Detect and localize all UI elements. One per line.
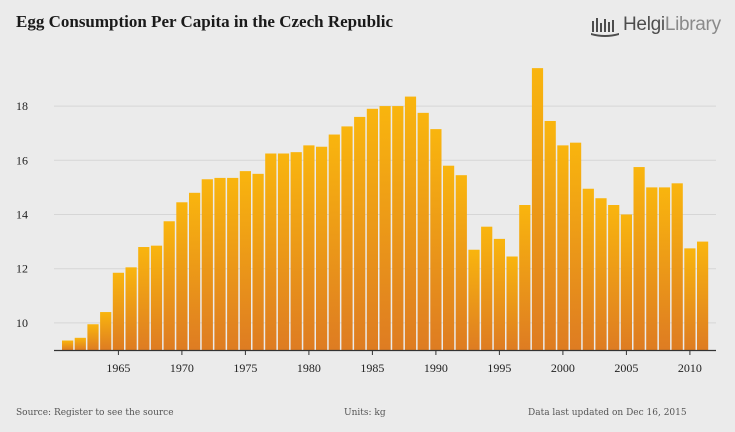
y-tick-label: 10 xyxy=(16,316,28,330)
y-tick-label: 14 xyxy=(16,207,28,221)
bar-1986 xyxy=(379,106,391,350)
bar-2000 xyxy=(557,145,569,350)
y-tick-label: 12 xyxy=(16,262,28,276)
y-tick-label: 18 xyxy=(16,99,28,113)
x-tick-label: 2000 xyxy=(551,361,575,375)
bar-1964 xyxy=(100,312,112,350)
bar-2006 xyxy=(633,167,645,350)
x-tick-label: 1980 xyxy=(297,361,321,375)
footer-source: Source: Register to see the source xyxy=(16,408,174,418)
bar-series xyxy=(62,68,709,351)
bar-2004 xyxy=(608,205,620,350)
x-tick-label: 2010 xyxy=(678,361,702,375)
footer-last-updated: Data last updated on Dec 16, 2015 xyxy=(528,408,687,418)
bar-1978 xyxy=(277,153,290,350)
x-axis-ticks: 1965 1970 1975 1980 1985 1990 1995 2000 2005 2010 xyxy=(106,350,702,375)
x-tick-label: 1985 xyxy=(360,361,384,375)
footer-units: Units: kg xyxy=(344,408,386,418)
bar-1985 xyxy=(366,108,378,350)
bar-1989 xyxy=(417,112,429,350)
bar-1991 xyxy=(443,165,455,350)
bar-2011 xyxy=(697,241,709,350)
x-tick-label: 1965 xyxy=(106,361,130,375)
bar-1972 xyxy=(201,179,213,350)
bar-1969 xyxy=(163,221,175,350)
library-columns-icon xyxy=(591,18,619,37)
bar-2002 xyxy=(582,188,594,350)
bar-1993 xyxy=(468,249,480,350)
x-tick-label: 1995 xyxy=(487,361,511,375)
bar-1996 xyxy=(506,256,518,350)
x-tick-label: 2005 xyxy=(614,361,638,375)
bar-1982 xyxy=(328,134,340,350)
bar-1979 xyxy=(290,152,302,350)
bar-1997 xyxy=(519,205,531,350)
bar-2010 xyxy=(684,248,696,350)
bar-1970 xyxy=(176,202,188,350)
bar-1992 xyxy=(455,175,467,350)
bar-1967 xyxy=(138,247,150,350)
bar-2005 xyxy=(620,214,632,350)
y-axis-ticks: 10 12 14 16 18 xyxy=(16,99,28,330)
logo-brand-bold: Helgi xyxy=(623,14,665,35)
bar-1980 xyxy=(303,145,315,350)
bar-1963 xyxy=(87,324,99,350)
logo-brand-thin: Library xyxy=(664,14,721,35)
bar-1990 xyxy=(430,129,442,350)
bar-1961 xyxy=(62,340,74,350)
bar-1974 xyxy=(227,177,239,350)
bar-1977 xyxy=(265,153,277,350)
bar-1995 xyxy=(493,238,505,350)
bar-2009 xyxy=(671,183,683,350)
bar-1975 xyxy=(239,171,251,350)
bar-1988 xyxy=(404,96,417,351)
bar-1965 xyxy=(112,272,124,350)
bar-1976 xyxy=(252,173,264,350)
bar-1994 xyxy=(481,226,493,350)
bar-1968 xyxy=(150,245,163,350)
bar-1966 xyxy=(125,267,137,350)
bar-1971 xyxy=(189,192,201,350)
bar-1984 xyxy=(354,116,366,350)
x-tick-label: 1975 xyxy=(233,361,257,375)
bar-2007 xyxy=(646,187,658,350)
chart-title: Egg Consumption Per Capita in the Czech … xyxy=(16,12,394,31)
bar-1998 xyxy=(531,68,544,350)
helgi-library-logo[interactable]: HelgiLibrary xyxy=(590,12,721,38)
x-tick-label: 1970 xyxy=(170,361,194,375)
bar-1999 xyxy=(544,120,556,350)
bar-2003 xyxy=(595,198,607,350)
bar-1987 xyxy=(392,106,404,350)
bar-1983 xyxy=(341,126,353,350)
bar-1981 xyxy=(316,146,328,350)
y-tick-label: 16 xyxy=(16,153,28,167)
x-tick-label: 1990 xyxy=(424,361,448,375)
bar-2001 xyxy=(570,142,582,350)
bar-1973 xyxy=(214,177,226,350)
bar-1962 xyxy=(74,337,86,350)
bar-2008 xyxy=(658,187,671,350)
